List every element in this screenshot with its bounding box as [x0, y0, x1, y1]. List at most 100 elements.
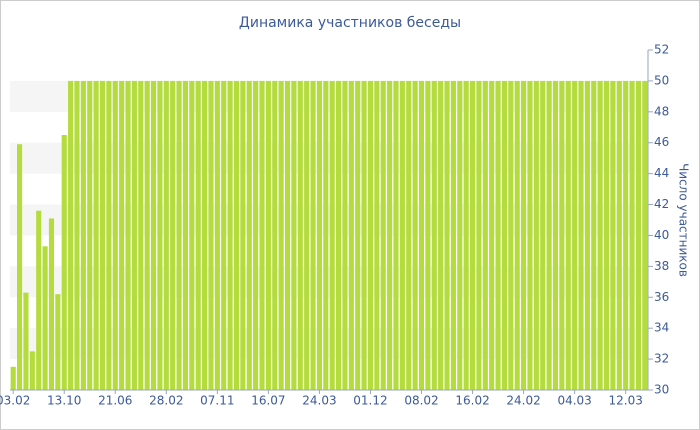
bar [17, 144, 23, 390]
bar [489, 80, 495, 390]
bar [438, 80, 444, 390]
x-tick-label: 01.12 [353, 394, 387, 408]
bar [393, 80, 399, 390]
bar [527, 80, 533, 390]
y-tick-label: 40 [654, 228, 669, 242]
bar [150, 80, 157, 390]
bar [55, 294, 61, 390]
bar [202, 80, 208, 390]
bar [336, 80, 342, 390]
x-tick-label: 16.02 [455, 394, 489, 408]
bar [457, 80, 463, 390]
x-tick-label: 24.02 [506, 394, 540, 408]
y-tick-label: 38 [654, 259, 669, 273]
x-tick-label: 12.03 [608, 394, 642, 408]
y-tick-label: 36 [654, 290, 669, 304]
bar [80, 80, 86, 390]
bar [176, 80, 182, 390]
x-tick-label: 28.02 [149, 394, 183, 408]
bar [431, 80, 437, 390]
bar [412, 80, 418, 390]
bar [348, 80, 354, 390]
bar [284, 80, 291, 390]
bar [508, 80, 514, 390]
bar [259, 80, 265, 390]
y-tick-label: 32 [654, 352, 669, 366]
bar [355, 80, 361, 390]
x-tick-label: 24.03 [302, 394, 336, 408]
bar [635, 80, 641, 390]
y-tick-label: 30 [654, 383, 669, 397]
bar [265, 80, 271, 390]
bar [240, 80, 246, 390]
x-tick-label: 07.11 [200, 394, 234, 408]
bar [227, 80, 233, 390]
bar [272, 80, 278, 390]
bar [514, 80, 520, 390]
bar [144, 80, 150, 390]
bar [546, 80, 552, 390]
bar [329, 80, 335, 390]
bar [540, 80, 546, 390]
bar [93, 80, 99, 390]
bar [367, 80, 374, 390]
bar [501, 80, 508, 390]
bar [23, 292, 29, 390]
bar [297, 80, 303, 390]
grid-band [10, 266, 648, 298]
bar [163, 80, 169, 390]
chart-title: Динамика участников беседы [239, 15, 461, 31]
bar [469, 80, 476, 390]
bar [189, 80, 195, 390]
grid-band [10, 80, 648, 112]
bar [125, 80, 131, 390]
bar [68, 80, 74, 390]
bar [214, 80, 220, 390]
bar [463, 80, 469, 390]
bar [157, 80, 163, 390]
bar [291, 80, 297, 390]
y-tick-label: 44 [654, 166, 669, 180]
bar [208, 80, 214, 390]
y-axis-title: Число участников [677, 163, 691, 277]
bar [316, 80, 322, 390]
x-tick-label: 08.02 [404, 394, 438, 408]
bar [99, 80, 106, 390]
bar [221, 80, 227, 390]
x-tick-label: 16.07 [251, 394, 285, 408]
bar [10, 366, 16, 390]
bar [495, 80, 501, 390]
bar [380, 80, 386, 390]
y-tick-label: 34 [654, 321, 669, 335]
bar [521, 80, 527, 390]
bar [572, 80, 578, 390]
x-tick-label: 04.03 [557, 394, 591, 408]
grid-band [10, 328, 648, 360]
bar [603, 80, 610, 390]
bar [559, 80, 565, 390]
y-tick-label: 42 [654, 197, 669, 211]
bar [170, 80, 176, 390]
bar [533, 80, 539, 390]
bar [310, 80, 316, 390]
bar [342, 80, 348, 390]
bar [591, 80, 597, 390]
bar [565, 80, 571, 390]
x-tick-label: 03.02 [0, 394, 30, 408]
bar [195, 80, 201, 390]
bar [106, 80, 112, 390]
bar [304, 80, 310, 390]
bar [323, 80, 329, 390]
grid-band [10, 204, 648, 236]
bar [552, 80, 559, 390]
x-tick-label: 21.06 [98, 394, 132, 408]
bar [119, 80, 125, 390]
bar [387, 80, 393, 390]
bar [112, 80, 118, 390]
bar [253, 80, 259, 390]
bar [623, 80, 629, 390]
y-tick-label: 48 [654, 104, 669, 118]
bar [482, 80, 488, 390]
